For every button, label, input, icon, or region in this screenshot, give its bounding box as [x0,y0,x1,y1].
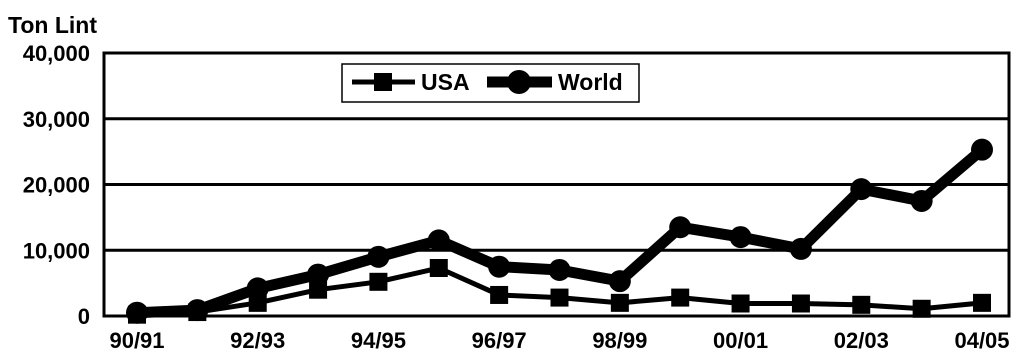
x-tick-label: 96/97 [472,328,527,353]
data-point-usa [550,288,569,307]
data-point-usa [429,259,448,278]
data-point-usa [309,280,328,299]
data-point-usa [912,299,931,318]
data-point-world [729,226,752,249]
y-tick-label: 40,000 [23,41,90,66]
data-point-world [669,216,692,239]
y-tick-label: 30,000 [23,107,90,132]
legend-label-usa: USA [421,69,470,95]
data-point-world [186,299,209,322]
data-point-usa [973,293,991,312]
legend: USA World [341,63,640,103]
data-point-world [367,245,390,268]
data-point-world [427,229,450,252]
data-point-world [850,178,873,201]
y-tick-labels: 0 10,000 20,000 30,000 40,000 [23,41,90,329]
data-point-world [126,301,148,324]
data-point-usa [731,294,750,313]
y-tick-label: 0 [78,304,90,329]
plot-frame [102,51,1011,318]
data-point-world [548,258,571,281]
x-tick-label: 94/95 [351,328,406,353]
data-point-world [910,189,933,212]
data-point-world [971,138,993,161]
legend-marker-world [507,70,531,94]
x-tick-label: 04/05 [954,328,1009,353]
legend-label-world: World [558,69,623,95]
data-point-usa [369,272,388,291]
x-tick-labels: 90/91 92/93 94/95 96/97 98/99 00/01 02/03 04/05 [109,328,1009,353]
y-tick-label: 10,000 [23,238,90,263]
data-point-usa [852,295,871,314]
x-tick-label: 00/01 [713,328,768,353]
x-tick-label: 98/99 [592,328,647,353]
y-tick-label: 20,000 [23,173,90,198]
series-layer [126,138,993,324]
data-point-usa [791,294,810,313]
data-point-world [608,270,631,293]
data-point-world [246,277,269,300]
data-point-usa [490,285,509,304]
data-point-usa [671,288,690,307]
x-tick-label: 90/91 [109,328,164,353]
legend-marker-usa [374,73,392,91]
data-point-world [307,263,330,286]
x-tick-label: 02/03 [834,328,889,353]
y-axis-title: Ton Lint [8,12,97,38]
data-point-usa [610,293,629,312]
data-point-world [488,255,511,278]
data-point-world [789,237,812,260]
x-tick-label: 92/93 [230,328,285,353]
